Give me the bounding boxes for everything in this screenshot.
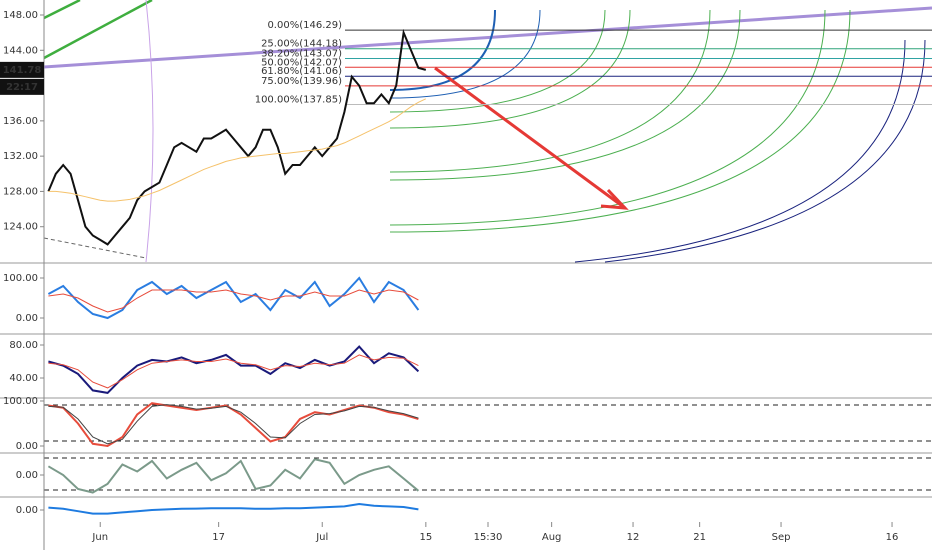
x-tick-label: 15: [419, 532, 432, 543]
y-tick-label: 0.00: [16, 313, 38, 324]
x-tick-label: 15:30: [474, 532, 503, 543]
x-tick-label: 21: [693, 532, 706, 543]
price-label: 141.78: [3, 65, 42, 76]
fib-arc: [389, 9, 496, 91]
y-tick-label: 128.00: [3, 186, 38, 197]
y-tick-label: 0.00: [16, 441, 38, 452]
y-tick-label: 132.00: [3, 151, 38, 162]
price-tag: [0, 61, 44, 78]
y-tick-label: 124.00: [3, 222, 38, 233]
series-line: [48, 402, 419, 448]
fib-arc: [574, 39, 906, 263]
series-line: [48, 404, 419, 445]
time-tag: [0, 78, 44, 95]
y-tick-label: 136.00: [3, 116, 38, 127]
fib-label: 50.00%(142.07): [261, 57, 342, 68]
fib-arc: [389, 9, 741, 181]
fib-label: 38.20%(143.07): [261, 48, 342, 59]
x-tick-label: 17: [212, 532, 225, 543]
fib-arc: [389, 9, 631, 129]
time-label: 22:17: [6, 82, 38, 93]
trend-line: [43, 237, 147, 259]
fib-arc: [604, 39, 926, 263]
arc: [145, 0, 154, 263]
x-tick-label: Jun: [91, 532, 108, 543]
series-line: [47, 276, 420, 320]
series-line: [48, 98, 427, 202]
fib-label: 61.80%(141.06): [261, 66, 342, 77]
y-tick-label: 148.00: [3, 10, 38, 21]
x-tick-label: 12: [627, 532, 640, 543]
y-tick-label: 100.00: [3, 273, 38, 284]
fib-label: 75.00%(139.96): [261, 76, 342, 87]
fib-label: 0.00%(146.29): [267, 20, 342, 31]
series-line: [47, 28, 427, 246]
x-tick-label: Sep: [772, 532, 791, 543]
fib-arc: [389, 9, 851, 233]
y-tick-label: 0.00: [16, 505, 38, 516]
series-line: [48, 354, 419, 389]
arrow-head: [600, 188, 629, 210]
x-tick-label: Aug: [542, 532, 562, 543]
series-line: [47, 458, 420, 494]
fib-label: 25.00%(144.18): [261, 39, 342, 50]
y-tick-label: 80.00: [9, 340, 38, 351]
trend-line: [43, 0, 81, 20]
y-tick-label: 0.00: [16, 470, 38, 481]
fib-label: 100.00%(137.85): [255, 95, 342, 106]
x-tick-label: 16: [886, 532, 899, 543]
trend-line: [43, 0, 153, 60]
series-line: [48, 345, 420, 394]
trend-line: [43, 6, 932, 69]
series-line: [48, 289, 419, 313]
x-tick-label: Jul: [315, 532, 328, 543]
y-tick-label: 100.00: [3, 396, 38, 407]
series-line: [48, 502, 419, 515]
y-tick-label: 40.00: [9, 373, 38, 384]
fib-arc: [389, 9, 826, 226]
arrow: [434, 66, 626, 210]
fib-arc: [389, 9, 711, 173]
fib-arc: [389, 9, 606, 113]
y-tick-label: 144.00: [3, 45, 38, 56]
